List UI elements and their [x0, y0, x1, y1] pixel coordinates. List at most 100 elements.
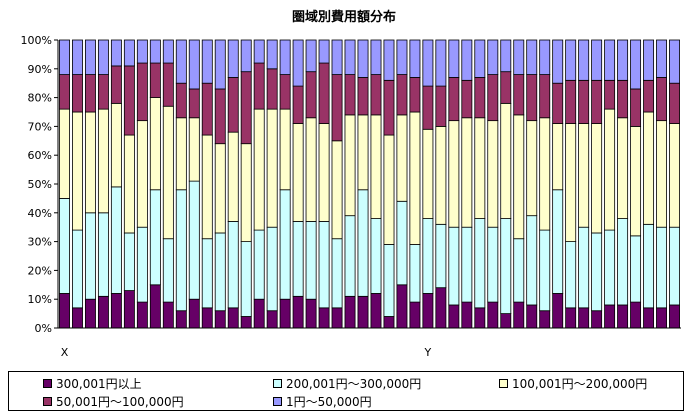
bar-segment-s2-c20	[318, 123, 330, 222]
bar-segment-s4-c43	[617, 39, 629, 81]
bar-segment-s3-c16	[266, 68, 278, 110]
bar-segment-s0-c26	[396, 284, 408, 329]
bar-segment-s4-c6	[136, 39, 148, 64]
bar-segment-s0-c2	[84, 298, 96, 329]
bar-segment-s2-c41	[591, 123, 603, 234]
bar-segment-s4-c23	[357, 39, 369, 78]
y-tick-label: 30%	[28, 236, 52, 249]
bar-segment-s3-c31	[461, 79, 473, 119]
bar-segment-s2-c44	[630, 126, 642, 237]
bar-segment-s1-c11	[201, 238, 213, 309]
bar-segment-s1-c29	[435, 223, 447, 289]
bar-segment-s0-c3	[97, 295, 109, 329]
bar-segment-s0-c32	[474, 307, 486, 329]
legend-label-50001-100000: 50,001円～100,000円	[56, 394, 184, 409]
bar-segment-s3-c21	[331, 74, 343, 142]
bar-segment-s1-c3	[97, 212, 109, 297]
bar-segment-s0-c43	[617, 304, 629, 329]
bar-segment-s3-c9	[175, 82, 187, 119]
bar-segment-s0-c19	[305, 298, 317, 329]
bar-segment-s0-c10	[188, 298, 200, 329]
bar-segment-s0-c23	[357, 295, 369, 329]
bar-segment-s0-c36	[526, 304, 538, 329]
bar-segment-s1-c25	[383, 244, 395, 317]
bar-segment-s3-c3	[97, 74, 109, 110]
bar-segment-s2-c13	[227, 131, 239, 222]
bar-segment-s2-c16	[266, 108, 278, 228]
bar-segment-s1-c33	[487, 226, 499, 303]
bar-segment-s4-c15	[253, 39, 265, 64]
bar-segment-s4-c42	[604, 39, 616, 81]
bar-segment-s2-c17	[279, 108, 291, 191]
bar-segment-s1-c6	[136, 226, 148, 303]
bar-segment-s4-c29	[435, 39, 447, 87]
bar-segment-s2-c30	[448, 120, 460, 228]
bar-segment-s0-c12	[214, 310, 226, 329]
bar-segment-s1-c39	[565, 241, 577, 309]
bar-segment-s1-c24	[370, 218, 382, 294]
bar-segment-s4-c17	[279, 39, 291, 75]
bar-segment-s2-c23	[357, 114, 369, 191]
bar-segment-s4-c37	[539, 39, 551, 75]
bar-segment-s2-c8	[162, 105, 174, 240]
bar-segment-s2-c26	[396, 114, 408, 202]
bar-segment-s4-c34	[500, 39, 512, 73]
bar-segment-s1-c5	[123, 232, 135, 291]
bar-segment-s3-c15	[253, 62, 265, 110]
bar-segment-s1-c43	[617, 218, 629, 306]
bar-segment-s4-c16	[266, 39, 278, 70]
bar-segment-s4-c44	[630, 39, 642, 90]
bar-segment-s0-c37	[539, 310, 551, 329]
bar-segment-s4-c45	[643, 39, 655, 81]
bar-segment-s3-c22	[344, 74, 356, 116]
bar-segment-s2-c25	[383, 134, 395, 245]
bar-segment-s1-c26	[396, 200, 408, 286]
bar-segment-s0-c17	[279, 298, 291, 329]
bar-segment-s2-c28	[422, 128, 434, 219]
y-tick-label: 0%	[35, 322, 52, 335]
bar-segment-s0-c40	[578, 307, 590, 329]
bar-segment-s3-c46	[656, 77, 667, 122]
bar-segment-s1-c41	[591, 232, 603, 312]
bar-segment-s0-c46	[656, 307, 667, 329]
bar-segment-s2-c4	[110, 102, 122, 188]
bar-segment-s0-c13	[227, 307, 239, 329]
legend-swatch-300001-plus	[43, 378, 52, 388]
bar-segment-s3-c37	[539, 74, 551, 119]
bar-segment-s4-c41	[591, 39, 603, 81]
bar-segment-s0-c35	[513, 301, 525, 329]
bar-segment-s0-c1	[72, 307, 83, 329]
bar-segment-s0-c44	[630, 301, 642, 329]
bar-segment-s1-c13	[227, 221, 239, 309]
bar-segment-s1-c47	[669, 226, 680, 306]
bar-segment-s4-c0	[59, 39, 70, 75]
bar-segment-s0-c14	[240, 316, 252, 329]
legend-label-200001-300000: 200,001円～300,000円	[286, 376, 422, 391]
bar-segment-s2-c11	[201, 134, 213, 240]
bar-segment-s1-c0	[59, 197, 70, 294]
bar-segment-s2-c32	[474, 117, 486, 219]
bar-segment-s3-c29	[435, 85, 447, 127]
bar-segment-s0-c20	[318, 307, 330, 329]
bar-segment-s2-c14	[240, 143, 252, 242]
bar-segment-s1-c1	[72, 229, 83, 309]
bar-segment-s2-c42	[604, 108, 616, 231]
legend-swatch-200001-300000	[273, 378, 282, 388]
bar-segment-s0-c34	[500, 313, 512, 329]
bar-segment-s4-c38	[552, 39, 564, 84]
bar-segment-s1-c27	[409, 244, 421, 303]
bar-segment-s2-c38	[552, 123, 564, 191]
bar-segment-s0-c8	[162, 301, 174, 329]
bar-segment-s3-c36	[526, 74, 538, 122]
bar-segment-s2-c19	[305, 117, 317, 222]
bar-segment-s3-c11	[201, 82, 213, 136]
bar-segment-s0-c39	[565, 307, 577, 329]
bar-segment-s2-c33	[487, 120, 499, 228]
legend-item-1-50000: 1円～50,000円	[273, 393, 372, 409]
bar-segment-s0-c45	[643, 307, 655, 329]
y-axis-ticks: 0% 10% 20% 30% 40% 50% 60% 70% 80% 90% 100%	[21, 34, 58, 335]
bar-segment-s1-c15	[253, 229, 265, 300]
bar-segment-s1-c45	[643, 223, 655, 309]
bar-segment-s1-c16	[266, 226, 278, 312]
bar-segment-s4-c7	[149, 39, 161, 64]
